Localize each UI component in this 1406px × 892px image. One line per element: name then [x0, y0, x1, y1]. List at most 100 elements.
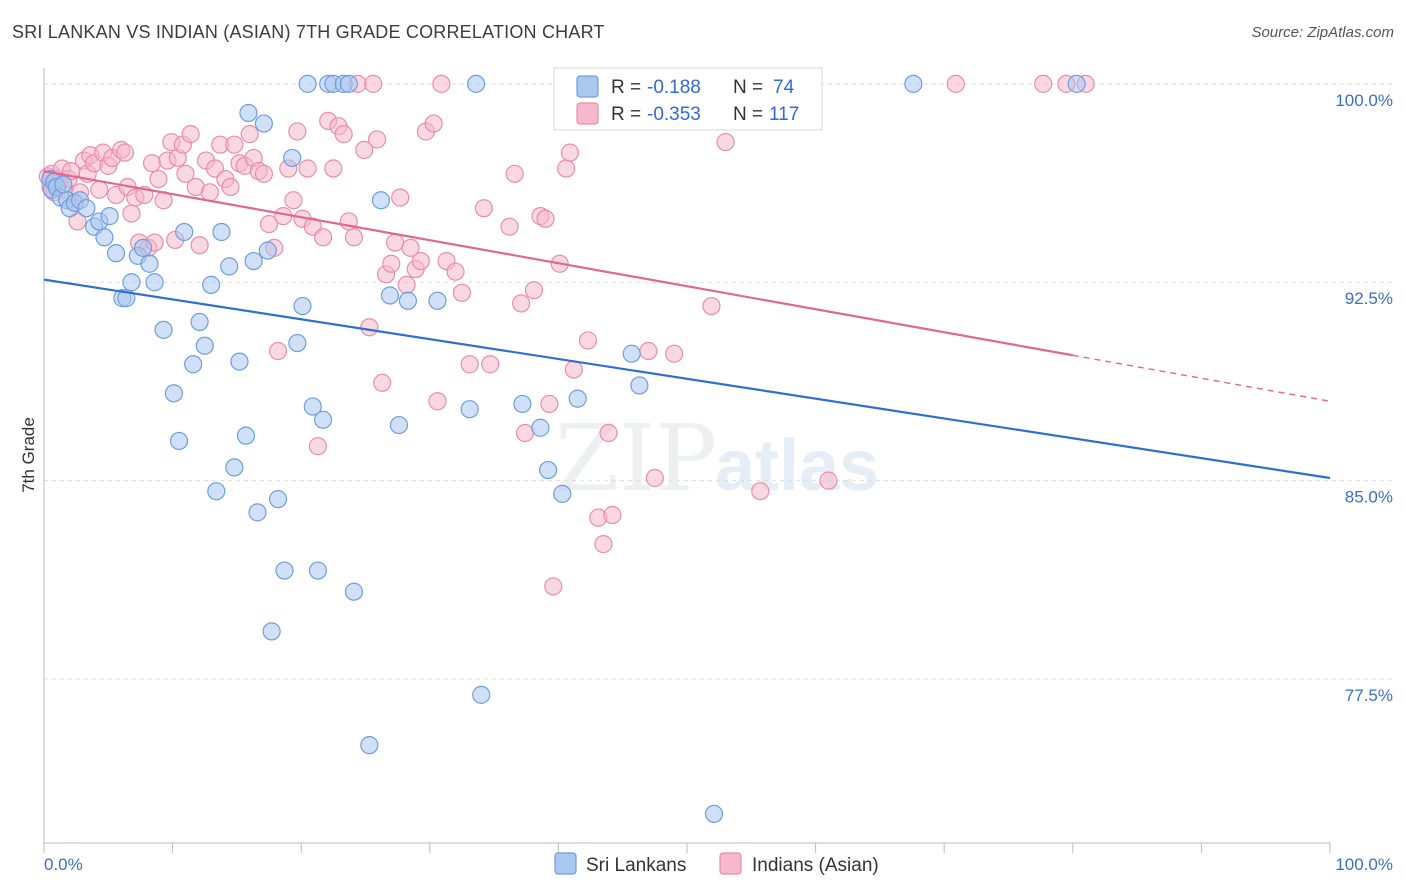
- sri-lankans-point-41: [258, 241, 277, 260]
- sri-lankans-point-18: [122, 273, 141, 292]
- indians-point-110: [578, 331, 598, 350]
- y-tick-labels: 100.0% 92.5% 85.0% 77.5%: [1335, 91, 1393, 705]
- sri-lankans-point-21: [140, 254, 159, 273]
- sri-lankans-point-31: [207, 482, 226, 501]
- indians-point-108: [560, 143, 580, 162]
- sri-lankans-point-67: [531, 418, 550, 437]
- indians-point-85: [401, 238, 420, 257]
- sri-lankans-point-23: [154, 320, 173, 339]
- sri-lankans-point-62: [428, 291, 447, 310]
- indians-point-124: [946, 74, 965, 93]
- indians-point-89: [424, 114, 443, 133]
- correlation-legend: R = -0.188 N = 74 R = -0.353 N = 117: [553, 67, 823, 131]
- sri-lankans-point-72: [630, 376, 649, 395]
- indians-point-123: [819, 471, 838, 490]
- indians-point-69: [324, 159, 343, 178]
- indians-point-55: [254, 164, 274, 183]
- sri-lankans-point-10: [77, 199, 96, 218]
- sri-lankans-point-64: [466, 74, 486, 93]
- indians-point-42: [190, 236, 209, 255]
- sri-lankans-point-47: [293, 296, 312, 316]
- indians-point-90: [428, 392, 447, 411]
- indians-point-64: [298, 159, 317, 178]
- sri-lankans-point-65: [472, 685, 491, 704]
- legend-r-value-1: -0.188: [647, 77, 701, 98]
- sri-lankans-point-39: [248, 503, 267, 522]
- indians-point-32: [149, 169, 168, 189]
- indians-point-117: [645, 468, 664, 488]
- indians-point-56: [259, 214, 279, 234]
- sri-lankans-point-59: [380, 286, 400, 305]
- sri-lankans-point-70: [568, 389, 587, 408]
- legend-n-label-2: N =: [733, 104, 763, 125]
- legend-r-label-1: R =: [611, 77, 641, 98]
- indians-point-114: [603, 505, 622, 525]
- sri-lankans-point-32: [212, 222, 231, 242]
- legend-r-value-2: -0.353: [647, 104, 701, 125]
- indians-point-128: [544, 577, 563, 596]
- sri-lankans-point-71: [622, 344, 641, 363]
- watermark: ZIP atlas: [555, 405, 879, 512]
- legend-box: [553, 67, 823, 131]
- sri-lankans-point-22: [145, 273, 164, 292]
- indians-point-39: [176, 164, 195, 183]
- indians-point-99: [505, 164, 524, 183]
- indians-point-81: [382, 254, 401, 273]
- source-credit: Source: ZipAtlas.com: [1251, 24, 1394, 41]
- sri-lankans-point-66: [513, 394, 532, 414]
- sri-lankans-point-33: [220, 257, 239, 276]
- y-tick-label-2: 85.0%: [1345, 488, 1393, 507]
- sri-lankans-point-73: [704, 804, 724, 824]
- indians-point-23: [115, 143, 135, 162]
- indians-point-25: [122, 204, 141, 223]
- sri-lankans-point-14: [100, 207, 119, 226]
- indians-point-98: [500, 217, 519, 236]
- indians-point-119: [702, 296, 721, 316]
- indians-point-105: [540, 394, 559, 414]
- sri-lankans-point-63: [460, 400, 479, 419]
- indians-point-95: [460, 355, 479, 374]
- sri-lankans-point-45: [283, 148, 302, 168]
- sri-lankans-point-26: [175, 222, 194, 242]
- indians-trend-line-extension: [1072, 354, 1331, 402]
- sri-lankans-point-43: [268, 490, 288, 509]
- indians-point-94: [452, 283, 472, 302]
- indians-point-93: [446, 262, 465, 281]
- indians-point-84: [397, 275, 416, 294]
- sri-lankans-point-40: [254, 114, 274, 133]
- sri-lankans-point-25: [169, 431, 189, 451]
- series-legend: Sri Lankans Indians (Asian): [554, 852, 879, 876]
- sri-lankans-point-42: [262, 622, 281, 641]
- indians-point-66: [308, 437, 328, 456]
- sri-lankans-point-35: [230, 352, 249, 371]
- legend-n-value-1: 74: [773, 77, 795, 98]
- indians-point-76: [360, 318, 379, 337]
- sri-lankans-point-36: [236, 426, 256, 445]
- sri-lankans-point-55: [339, 74, 358, 93]
- indians-point-77: [364, 74, 383, 93]
- legend-swatch-pink: [576, 102, 599, 125]
- sri-lankans-point-34: [225, 458, 244, 477]
- indians-point-109: [564, 360, 583, 379]
- sri-lankans-point-15: [106, 244, 126, 263]
- indians-point-91: [432, 74, 451, 93]
- sri-lankans-point-48: [298, 74, 317, 93]
- x-tick-label-max: 100.0%: [1335, 855, 1393, 874]
- sri-lankans-point-20: [133, 238, 153, 257]
- indians-point-121: [751, 482, 770, 501]
- indians-point-79: [373, 373, 392, 392]
- indians-point-62: [288, 122, 307, 141]
- sri-lankans-point-13: [95, 228, 114, 247]
- watermark-zip: ZIP: [555, 405, 717, 512]
- indians-trend-line: [43, 170, 1073, 357]
- sri-lankans-point-50: [308, 561, 328, 580]
- indians-point-104: [536, 209, 555, 228]
- sri-lankans-point-60: [389, 415, 409, 435]
- sri-lankans-point-49: [303, 397, 322, 416]
- y-tick-label-0: 100.0%: [1335, 91, 1393, 110]
- indians-point-101: [515, 423, 535, 443]
- indians-point-96: [474, 199, 493, 218]
- indians-point-67: [313, 228, 333, 247]
- sri-lankans-point-69: [553, 484, 572, 503]
